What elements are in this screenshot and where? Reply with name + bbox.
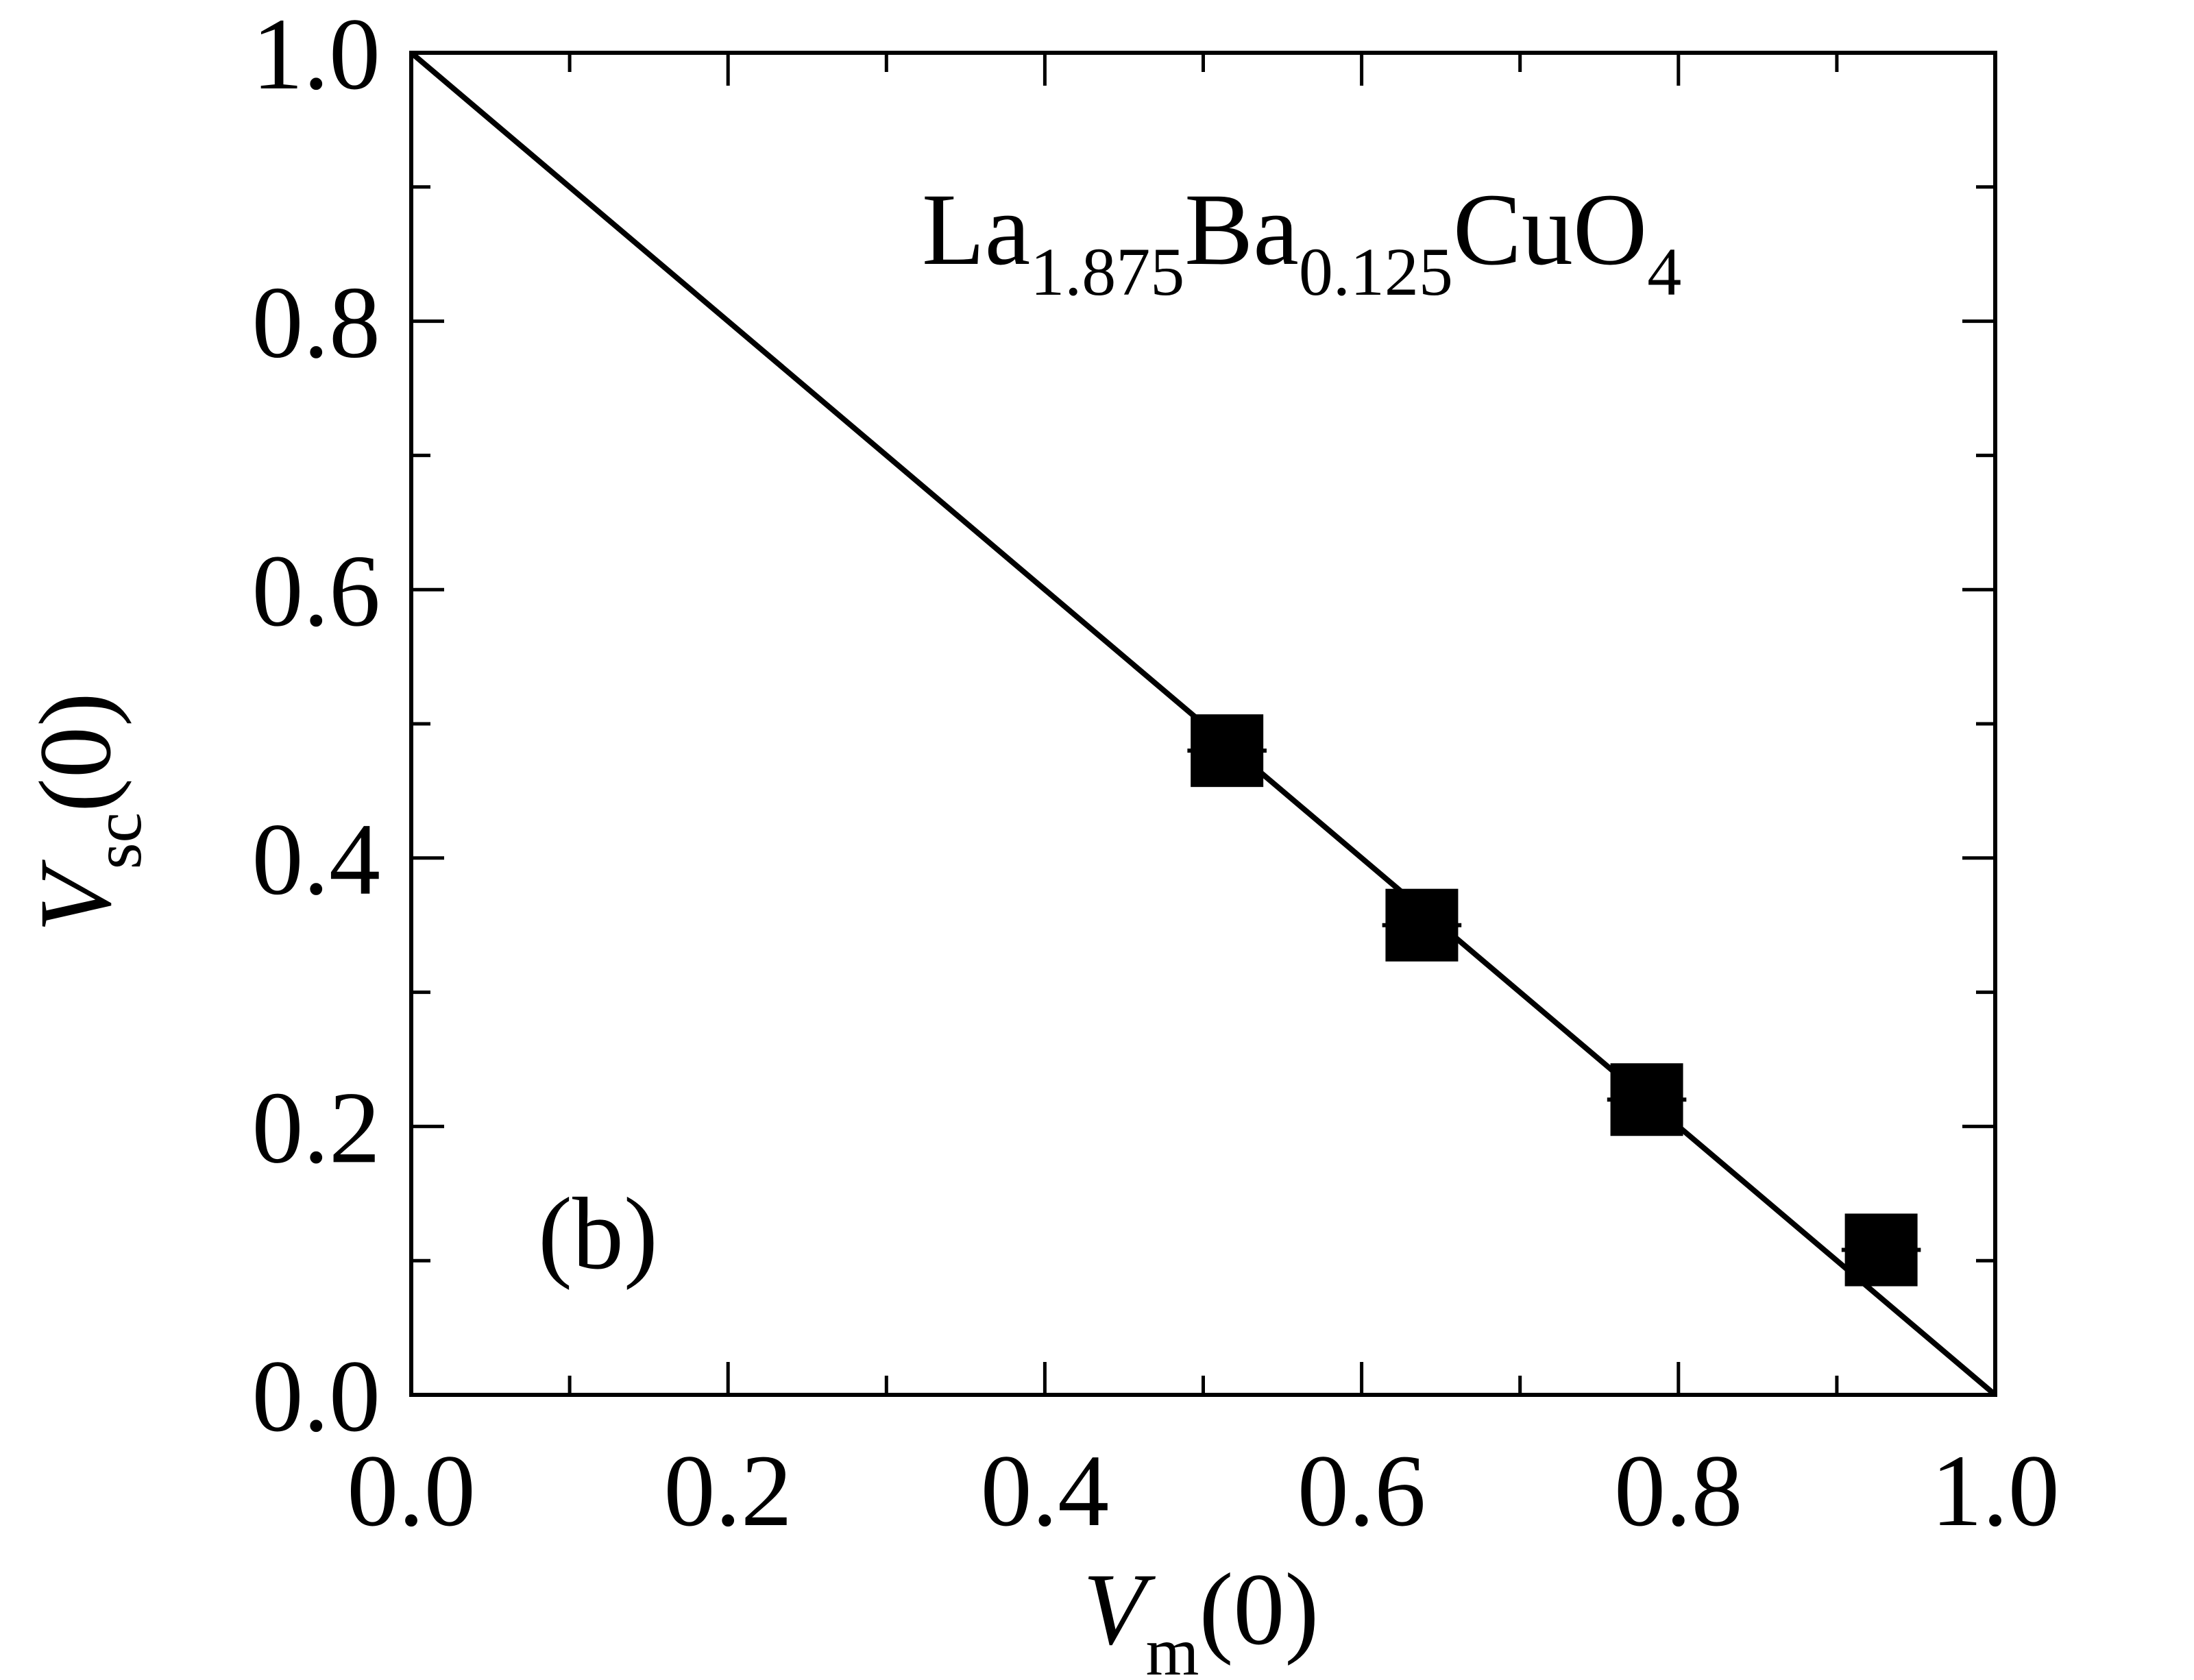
- data-point-square: [1610, 1063, 1683, 1136]
- y-tick-label: 0.0: [252, 1339, 381, 1453]
- y-tick-label: 0.4: [252, 803, 381, 916]
- x-axis-title-main: V: [1083, 1553, 1156, 1666]
- formula-subscript: 1.875: [1030, 234, 1184, 310]
- y-tick-label: 0.6: [252, 534, 381, 648]
- x-tick-label: 0.8: [1614, 1434, 1743, 1548]
- y-axis-title-tail: (0): [19, 692, 132, 812]
- formula-subscript: 0.125: [1299, 234, 1453, 310]
- y-tick-label: 0.8: [252, 266, 381, 380]
- x-tick-label: 0.4: [981, 1434, 1110, 1548]
- y-tick-label: 0.2: [252, 1071, 381, 1184]
- tick-labels: 0.0 0.2 0.4 0.6 0.8 1.0 0.0 0.2 0.4 0.6 0.8 1.0: [252, 0, 2060, 1548]
- formula-element: CuO: [1453, 173, 1647, 287]
- y-axis-title-sub: sc: [80, 812, 156, 869]
- y-axis-title: Vsc(0): [19, 692, 156, 932]
- data-points: [1187, 714, 1921, 1287]
- formula-element: La: [922, 173, 1030, 287]
- data-point-square: [1191, 714, 1264, 788]
- x-axis-title: Vm(0): [1083, 1553, 1319, 1680]
- y-tick-label: 1.0: [252, 0, 381, 111]
- axis-ticks: [409, 51, 1997, 1397]
- x-tick-label: 0.0: [347, 1434, 476, 1548]
- x-axis-title-sub: m: [1146, 1614, 1199, 1680]
- x-tick-label: 0.6: [1297, 1434, 1426, 1548]
- compound-formula: La1.875Ba0.125CuO4: [922, 173, 1681, 310]
- x-tick-label: 0.2: [663, 1434, 792, 1548]
- data-point-square: [1844, 1213, 1918, 1287]
- x-axis-title-tail: (0): [1199, 1553, 1319, 1666]
- data-point-square: [1385, 888, 1459, 962]
- y-axis-title-main: V: [19, 859, 132, 932]
- panel-label: (b): [538, 1177, 658, 1291]
- x-tick-label: 1.0: [1931, 1434, 2060, 1548]
- formula-subscript: 4: [1647, 234, 1681, 310]
- formula-element: Ba: [1184, 173, 1299, 287]
